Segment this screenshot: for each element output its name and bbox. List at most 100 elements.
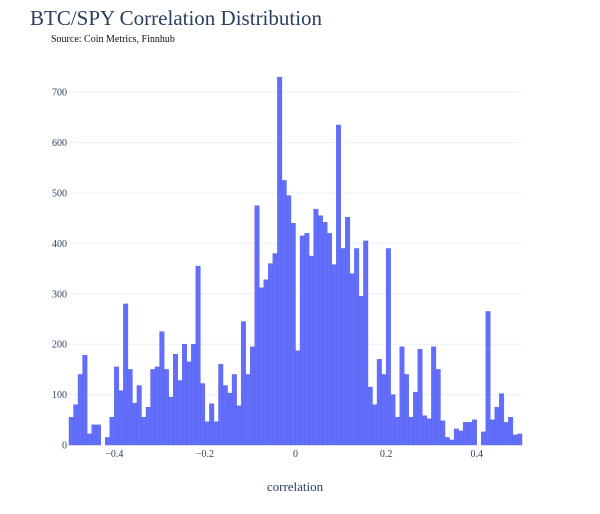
histogram-bar xyxy=(154,366,160,446)
histogram-bar xyxy=(105,437,110,446)
y-tick-label: 700 xyxy=(52,88,67,99)
y-tick-label: 500 xyxy=(52,189,67,200)
y-tick-label: 300 xyxy=(52,289,67,300)
x-tick-label: −0.2 xyxy=(196,449,214,460)
histogram-bar xyxy=(191,344,197,446)
histogram-bar xyxy=(123,303,129,446)
histogram-bar xyxy=(91,424,97,446)
histogram-bar xyxy=(376,359,382,446)
histogram-bar xyxy=(508,417,514,446)
histogram-bar xyxy=(177,380,183,446)
y-tick-label: 0 xyxy=(62,441,67,452)
histogram-bar xyxy=(349,273,355,446)
histogram-bar xyxy=(136,385,142,446)
histogram-bar xyxy=(259,287,264,446)
histogram-bar xyxy=(249,346,255,446)
x-axis-title: correlation xyxy=(267,479,324,494)
histogram-bar xyxy=(114,366,120,446)
histogram-bar xyxy=(345,217,351,446)
histogram-bar xyxy=(145,407,151,446)
histogram-bar xyxy=(73,404,79,446)
histogram-bar xyxy=(413,391,419,446)
histogram-bar xyxy=(367,386,373,446)
histogram-bar xyxy=(150,369,156,446)
histogram-bar xyxy=(118,390,124,446)
histogram-bar xyxy=(422,415,428,446)
histogram-bar xyxy=(213,421,219,446)
histogram-bar xyxy=(182,344,187,446)
x-tick-label: 0.4 xyxy=(470,449,483,460)
histogram-bar xyxy=(340,248,346,446)
histogram-bar xyxy=(286,195,292,446)
histogram-bar xyxy=(435,369,441,446)
histogram-bar xyxy=(444,437,450,446)
y-tick-label: 100 xyxy=(52,390,67,401)
histogram-bar xyxy=(168,396,174,446)
y-tick-label: 200 xyxy=(52,340,67,351)
histogram-bar xyxy=(499,393,505,446)
histogram-bar xyxy=(281,180,287,446)
histogram-bar xyxy=(317,215,323,446)
y-tick-label: 400 xyxy=(52,239,67,250)
x-tick-label: −0.4 xyxy=(105,449,123,460)
histogram-bar xyxy=(512,434,518,446)
histogram-bar xyxy=(503,422,509,446)
histogram-bar xyxy=(399,346,405,446)
histogram-bar xyxy=(77,374,83,446)
histogram-bar xyxy=(394,417,400,446)
histogram-bar xyxy=(204,421,210,446)
histogram-bar xyxy=(471,419,477,446)
histogram-bar xyxy=(308,255,314,446)
histogram-bar xyxy=(200,383,206,446)
x-tick-labels: −0.4 −0.2 0 0.2 0.4 xyxy=(105,449,483,460)
histogram-bar xyxy=(263,279,269,446)
histogram-bar xyxy=(132,402,138,446)
y-tick-label: 600 xyxy=(52,138,67,149)
histogram-bar xyxy=(299,235,305,446)
histogram-bar xyxy=(481,431,486,446)
histogram-bar xyxy=(68,417,74,446)
histogram-bar xyxy=(449,439,455,446)
histogram-bar xyxy=(408,417,414,446)
histogram-bar xyxy=(218,364,224,446)
histogram-bar xyxy=(327,233,332,446)
histogram-bar xyxy=(354,248,360,446)
histogram-bar xyxy=(268,263,274,446)
histogram-bar xyxy=(358,296,364,446)
chart-subtitle: Source: Coin Metrics, Finnhub xyxy=(51,34,175,45)
histogram-bar xyxy=(462,422,468,446)
histogram-bar xyxy=(254,205,260,446)
histogram-bar xyxy=(458,430,464,446)
histogram-bar xyxy=(485,311,491,446)
histogram-bar xyxy=(372,404,378,446)
histogram-bar xyxy=(467,422,473,446)
histogram-bar xyxy=(231,374,237,446)
histogram-bar xyxy=(494,407,500,446)
histogram-bar xyxy=(222,385,228,446)
x-tick-label: 0 xyxy=(293,449,298,460)
histogram-bar xyxy=(209,403,215,446)
histogram-bar xyxy=(240,321,246,446)
y-tick-labels: 0 100 200 300 400 500 600 700 xyxy=(52,88,67,452)
histogram-bar xyxy=(331,264,337,446)
histogram-bars xyxy=(68,76,523,446)
y-gridlines xyxy=(69,91,522,396)
histogram-bar xyxy=(172,354,178,446)
histogram-bar xyxy=(313,208,319,446)
histogram-bar xyxy=(404,374,409,446)
histogram-bar xyxy=(127,369,133,446)
histogram-bar xyxy=(163,369,169,446)
histogram-bar xyxy=(82,355,88,446)
histogram-bar xyxy=(290,223,296,446)
histogram-bar xyxy=(453,428,459,446)
histogram-bar xyxy=(490,419,496,446)
histogram-bar xyxy=(227,392,233,446)
histogram-bar xyxy=(277,76,283,446)
histogram-bar xyxy=(245,374,251,446)
histogram-bar xyxy=(304,233,310,446)
histogram-bar xyxy=(363,240,369,446)
histogram-bar xyxy=(109,417,115,446)
histogram-bar xyxy=(385,248,391,446)
histogram-bar xyxy=(195,265,201,446)
